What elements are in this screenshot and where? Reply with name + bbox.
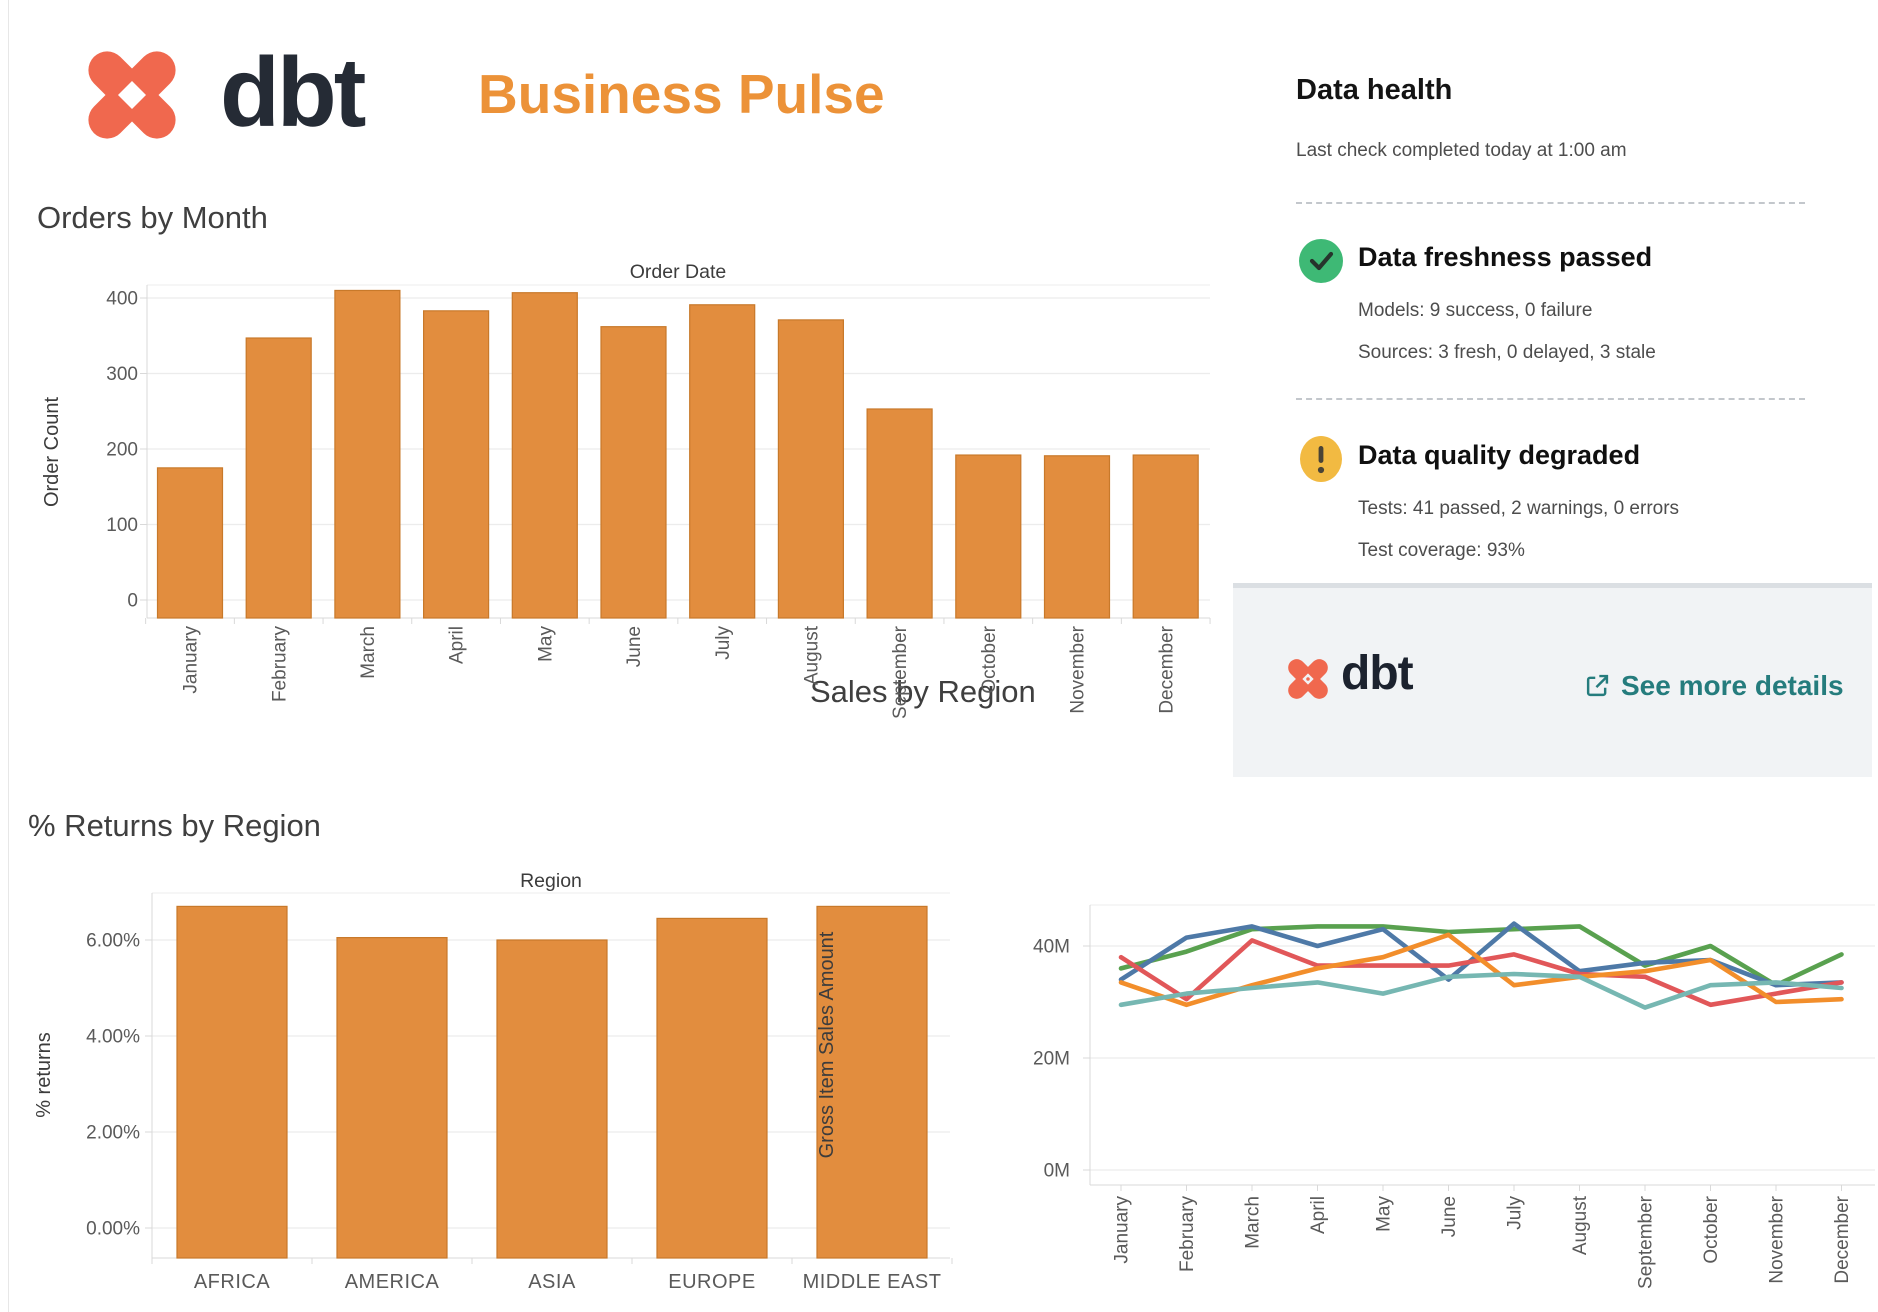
x-category-label: April xyxy=(1308,1196,1329,1234)
dbt-wordmark: dbt xyxy=(220,37,366,147)
y-tick-label: 2.00% xyxy=(86,1123,140,1144)
returns-chart-title: % Returns by Region xyxy=(28,808,321,843)
bar-february[interactable] xyxy=(245,337,312,619)
y-axis-label: Gross Item Sales Amount xyxy=(816,931,838,1158)
x-category-label: July xyxy=(713,626,734,660)
x-category-label: April xyxy=(447,626,468,664)
x-category-label: October xyxy=(1701,1195,1722,1263)
y-tick-label: 20M xyxy=(1033,1049,1070,1070)
x-category-label: May xyxy=(535,626,556,662)
check-circle-icon xyxy=(1299,239,1343,283)
x-category-label: September xyxy=(1636,1195,1657,1289)
y-axis-label: % returns xyxy=(33,1032,55,1118)
y-tick-label: 6.00% xyxy=(86,931,140,952)
see-more-details-label: See more details xyxy=(1621,670,1844,701)
divider xyxy=(1296,398,1805,400)
bar-april[interactable] xyxy=(423,310,490,619)
see-more-details-link[interactable]: See more details xyxy=(1583,670,1844,702)
x-category-label: September xyxy=(890,625,911,719)
bar-america[interactable] xyxy=(336,936,448,1259)
sales-chart-title: Sales by Region xyxy=(810,674,1036,709)
x-category-label: February xyxy=(269,626,290,703)
bar-asia[interactable] xyxy=(496,939,608,1259)
y-tick-label: 4.00% xyxy=(86,1027,140,1048)
y-tick-label: 0.00% xyxy=(86,1219,140,1240)
x-category-label: May xyxy=(1374,1196,1395,1232)
bar-africa[interactable] xyxy=(176,905,288,1259)
freshness-sources-line: Sources: 3 fresh, 0 delayed, 3 stale xyxy=(1358,342,1656,363)
dbt-logo-icon xyxy=(88,51,176,139)
y-tick-label: 0 xyxy=(127,591,138,612)
x-category-label: January xyxy=(181,626,202,694)
orders-chart-title: Orders by Month xyxy=(37,200,268,235)
divider xyxy=(1296,202,1805,204)
page-title: Business Pulse xyxy=(478,63,885,125)
series-line-blue[interactable] xyxy=(1118,921,1844,988)
x-category-label: June xyxy=(1439,1196,1460,1237)
data-health-last-check: Last check completed today at 1:00 am xyxy=(1296,140,1627,161)
external-link-icon xyxy=(1586,674,1609,697)
x-category-label: March xyxy=(1243,1196,1264,1249)
x-category-label: June xyxy=(624,626,645,667)
freshness-status-heading: Data freshness passed xyxy=(1358,242,1653,272)
x-category-label: AFRICA xyxy=(194,1271,271,1293)
x-category-label: February xyxy=(1177,1196,1198,1273)
bar-march[interactable] xyxy=(334,289,401,619)
x-category-label: ASIA xyxy=(528,1271,576,1293)
bar-november[interactable] xyxy=(1043,455,1111,619)
x-category-label: July xyxy=(1505,1196,1526,1230)
axis-title: Order Date xyxy=(630,261,726,283)
bar-may[interactable] xyxy=(511,292,578,619)
y-tick-label: 40M xyxy=(1033,937,1070,958)
y-tick-label: 0M xyxy=(1044,1161,1070,1182)
dbt-wordmark-small: dbt xyxy=(1341,647,1414,700)
y-tick-label: 300 xyxy=(106,364,138,385)
bar-june[interactable] xyxy=(600,326,667,619)
x-category-label: EUROPE xyxy=(668,1271,755,1293)
data-health-footer: dbt See more details xyxy=(1233,583,1872,777)
x-category-label: November xyxy=(1767,1195,1788,1283)
series-line-teal[interactable] xyxy=(1118,971,1844,1010)
y-tick-label: 400 xyxy=(106,289,138,310)
bar-middle-east[interactable] xyxy=(816,905,928,1259)
data-health-title: Data health xyxy=(1296,74,1453,106)
x-category-label: March xyxy=(358,626,379,679)
freshness-models-line: Models: 9 success, 0 failure xyxy=(1358,300,1593,321)
window-edge-divider xyxy=(8,0,9,1312)
axis-title: Region xyxy=(520,870,582,892)
warning-circle-icon xyxy=(1300,436,1342,482)
bar-october[interactable] xyxy=(955,454,1022,619)
x-category-label: August xyxy=(1570,1195,1591,1255)
dbt-logo-icon-small xyxy=(1288,659,1328,699)
bar-september[interactable] xyxy=(866,408,933,619)
x-category-label: October xyxy=(979,625,1000,693)
x-category-label: December xyxy=(1832,1195,1853,1283)
y-axis-label: Order Count xyxy=(41,397,63,507)
y-tick-label: 100 xyxy=(106,515,138,536)
y-tick-label: 200 xyxy=(106,440,138,461)
x-category-label: MIDDLE EAST xyxy=(803,1271,942,1293)
bar-january[interactable] xyxy=(156,467,224,619)
sales-line-chart[interactable]: 0M20M40MOrder DateGross Item Sales Amoun… xyxy=(800,725,1878,1312)
x-category-label: January xyxy=(1112,1196,1133,1264)
returns-bar-chart[interactable]: 0.00% 2.00% 4.00% 6.00% Region % returns AFRIC… xyxy=(0,858,990,1312)
quality-coverage-line: Test coverage: 93% xyxy=(1358,540,1525,561)
x-category-label: August xyxy=(802,625,823,685)
x-category-label: November xyxy=(1068,625,1089,713)
x-category-label: December xyxy=(1156,625,1177,713)
orders-bar-chart[interactable]: 0 100 200 300 400 Order Date Order Count Januar… xyxy=(0,250,1230,750)
bar-august[interactable] xyxy=(777,319,845,619)
series-line-green[interactable] xyxy=(1118,924,1844,988)
quality-tests-line: Tests: 41 passed, 2 warnings, 0 errors xyxy=(1358,498,1680,519)
quality-status-heading: Data quality degraded xyxy=(1358,440,1641,470)
bar-december[interactable] xyxy=(1132,454,1199,619)
bar-europe[interactable] xyxy=(656,917,768,1259)
x-category-label: AMERICA xyxy=(345,1271,440,1293)
bar-july[interactable] xyxy=(689,304,756,619)
